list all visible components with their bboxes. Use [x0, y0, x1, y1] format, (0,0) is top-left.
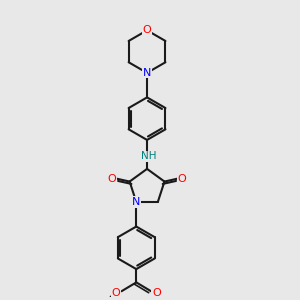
Text: O: O — [107, 174, 116, 184]
Text: O: O — [152, 288, 161, 298]
Text: O: O — [143, 25, 152, 35]
Text: O: O — [178, 174, 187, 184]
Text: NH: NH — [141, 151, 156, 161]
Text: N: N — [143, 68, 151, 78]
Text: O: O — [112, 288, 121, 298]
Text: N: N — [132, 197, 140, 207]
